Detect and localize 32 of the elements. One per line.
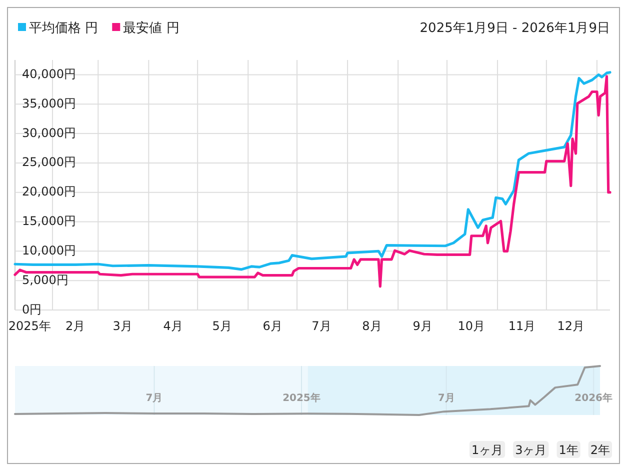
x-tick-label: 9月 [412,319,432,333]
x-tick-label: 3月 [112,319,132,333]
x-tick-label: 11月 [508,319,536,333]
text: 1ヶ月 [471,443,504,457]
y-tick-label: 0円 [22,302,42,316]
x-tick-label: 2025年 [8,319,51,333]
x-tick-label: 8月 [362,319,382,333]
x-tick-label: 4月 [163,319,183,333]
x-tick-label: 2026年 [574,392,613,404]
y-tick-label: 30,000円 [22,126,76,140]
x-tick-label: 7月 [312,319,332,333]
text: 1年 [558,443,578,457]
x-tick-label: 7月 [438,393,455,404]
x-tick-label: 7月 [146,393,163,404]
y-tick-label: 35,000円 [22,96,76,110]
y-tick-label: 10,000円 [22,243,76,258]
y-tick-label: 15,000円 [22,214,76,228]
x-tick-label: 12月 [557,319,585,333]
x-tick-label: 5月 [212,319,232,333]
x-tick-label: 2025年 [282,392,320,404]
y-tick-label: 25,000円 [22,155,76,170]
x-tick-label: 2月 [65,319,86,333]
y-tick-label: 5,000円 [22,272,68,287]
y-tick-label: 20,000円 [22,184,76,199]
y-tick-label: 40,000円 [22,66,76,81]
x-tick-label: 10月 [458,319,486,333]
x-tick-label: 6月 [262,319,282,333]
legend-label: 平均価格 円 [29,21,98,36]
text: 2年 [590,443,610,457]
legend-label: 最安値 円 [123,20,180,36]
text: 3ヶ月 [515,443,547,457]
chart-subtitle: 2025年1月9日 - 2026年1月9日 [420,21,610,36]
